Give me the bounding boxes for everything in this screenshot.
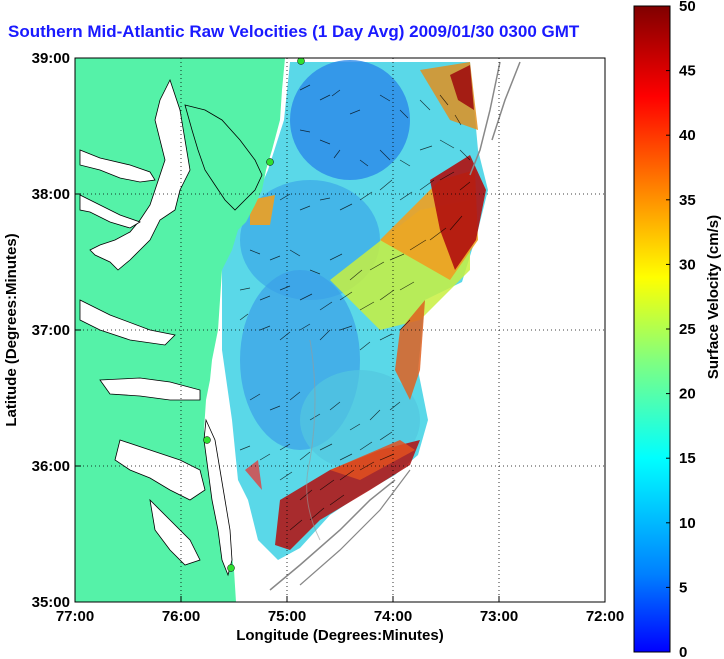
colorbar-tick-label: 30 [679, 256, 696, 273]
radar-station-marker [266, 158, 274, 166]
map-gridlines [75, 58, 605, 602]
colorbar-tick-label: 10 [679, 515, 696, 532]
lon-tick-label: 77:00 [56, 608, 94, 625]
lat-tick-label: 36:00 [32, 458, 70, 475]
colorbar-tick-label: 5 [679, 579, 687, 596]
lon-tick-label: 76:00 [162, 608, 200, 625]
radar-station-marker [297, 58, 305, 65]
colorbar-tick-label: 45 [679, 63, 696, 80]
lat-tick-label: 39:00 [32, 50, 70, 67]
lat-tick-label: 37:00 [32, 322, 70, 339]
lon-tick-labels: 77:00 76:00 75:00 74:00 73:00 72:00 [56, 608, 624, 625]
colorbar: 0 5 10 15 20 25 30 35 40 45 50 Surface Velocity (c… [633, 0, 722, 659]
colorbar-tick-label: 35 [679, 192, 696, 209]
map-title: Southern Mid-Atlantic Raw Velocities (1 … [8, 22, 580, 41]
colorbar-tick-label: 15 [679, 450, 696, 467]
colorbar-label: Surface Velocity (cm/s) [705, 215, 722, 379]
lat-tick-label: 38:00 [32, 186, 70, 203]
lon-tick-label: 75:00 [268, 608, 306, 625]
x-axis-title: Longitude (Degrees:Minutes) [236, 627, 444, 644]
velocity-field [222, 60, 521, 591]
lon-tick-label: 72:00 [586, 608, 624, 625]
lon-tick-label: 73:00 [480, 608, 518, 625]
colorbar-gradient [633, 5, 671, 653]
colorbar-tick-label: 40 [679, 127, 696, 144]
lat-tick-label: 35:00 [32, 594, 70, 611]
lon-tick-label: 74:00 [374, 608, 412, 625]
radar-station-marker [227, 564, 235, 572]
radar-station-marker [203, 436, 211, 444]
y-axis-title: Latitude (Degrees:Minutes) [3, 233, 20, 426]
lat-tick-labels: 39:00 38:00 37:00 36:00 35:00 [32, 50, 70, 611]
colorbar-tick-label: 25 [679, 321, 696, 338]
colorbar-tick-label: 20 [679, 386, 696, 403]
colorbar-tick-label: 0 [679, 644, 687, 659]
colorbar-tick-label: 50 [679, 0, 696, 15]
